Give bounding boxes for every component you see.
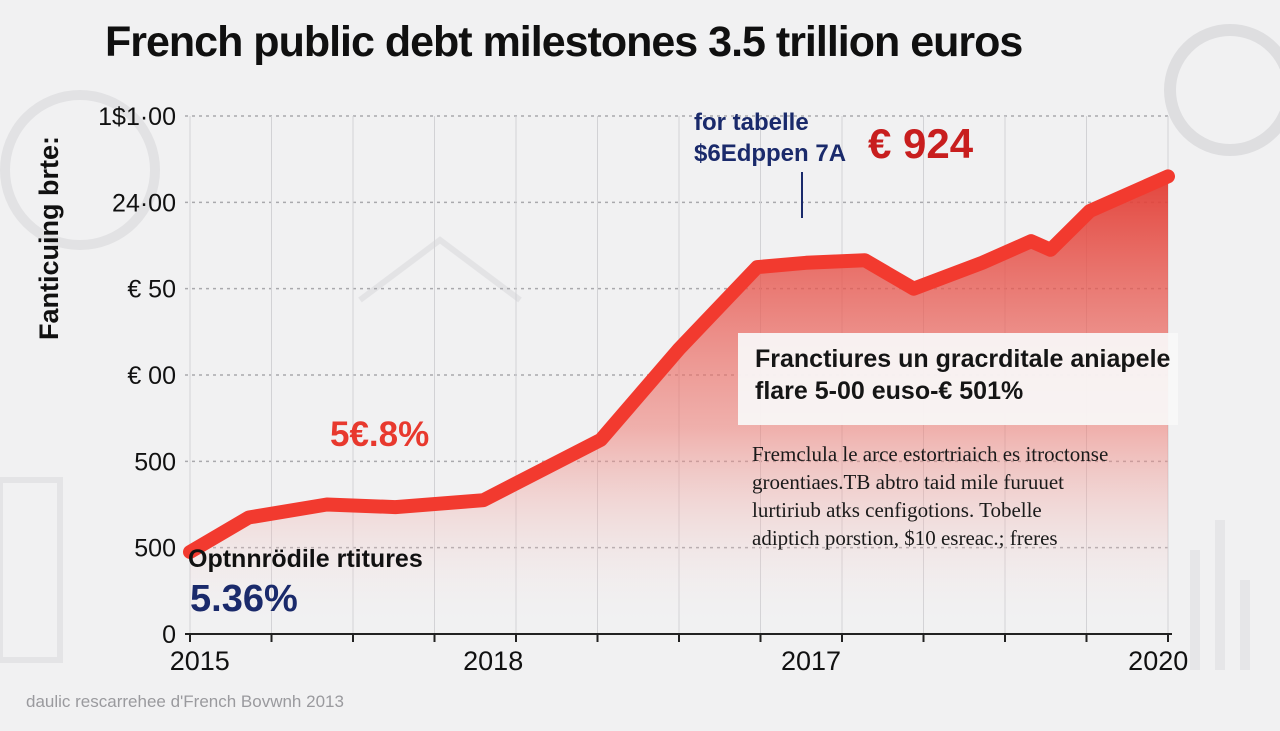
y-tick-label: 500 (134, 448, 176, 476)
description-line1: Fremclula le arce estortriaich es itroct… (752, 442, 1109, 466)
bottom-left-annotation-label: Optnnrödile rtitures (188, 545, 423, 573)
x-tick-label: 2018 (463, 646, 523, 676)
callout-heading: Franctiures un gracrditale aniapele flar… (755, 343, 1175, 407)
y-tick-label: 24·00 (112, 189, 176, 217)
y-tick-label: 0 (162, 621, 176, 649)
mid-annotation-value: 5€.8% (330, 415, 430, 454)
y-tick-label: 1$1·00 (98, 103, 176, 131)
description-line3: lurtiriub atks cenfigotions. Tobelle (752, 498, 1042, 522)
top-annotation-value: € 924 (868, 120, 974, 167)
x-tick-label: 2017 (781, 646, 841, 676)
chart-title: French public debt milestones 3.5 trilli… (105, 18, 1023, 66)
y-axis-label: Fanticuing brte: (34, 136, 64, 340)
x-tick-label: 2020 (1128, 646, 1188, 676)
y-tick-label: € 50 (127, 276, 176, 304)
y-axis-ticks: 0 500 500 € 00 € 50 24·00 1$1·00 (98, 103, 176, 649)
description-line4: adiptich porstion, $10 esreac.; freres (752, 526, 1058, 550)
description-line2: groentiaes.TB abtro taid mile furuuet (752, 470, 1064, 494)
debt-line (183, 169, 1175, 559)
callout-line1: Franctiures un gracrditale aniapele (755, 345, 1171, 373)
top-annotation-line2: $6Edppen 7A (694, 140, 847, 167)
callout-panel (738, 333, 1178, 425)
source-footnote: daulic rescarrehee d'French Bovwnh 2013 (26, 692, 344, 711)
y-tick-label: 500 (134, 535, 176, 563)
callout-line2: flare 5-00 euso-€ 501% (755, 377, 1024, 405)
bottom-left-annotation-value: 5.36% (190, 578, 298, 620)
top-annotation-label: for tabelle $6Edppen 7A (694, 107, 846, 169)
x-tick-label: 2015 (170, 646, 230, 676)
x-axis-ticks: 2015 2018 2017 2020 (170, 646, 1189, 676)
top-annotation-line1: for tabelle (694, 109, 809, 136)
y-tick-label: € 00 (127, 362, 176, 390)
description-text: Fremclula le arce estortriaich es itroct… (752, 440, 1172, 552)
